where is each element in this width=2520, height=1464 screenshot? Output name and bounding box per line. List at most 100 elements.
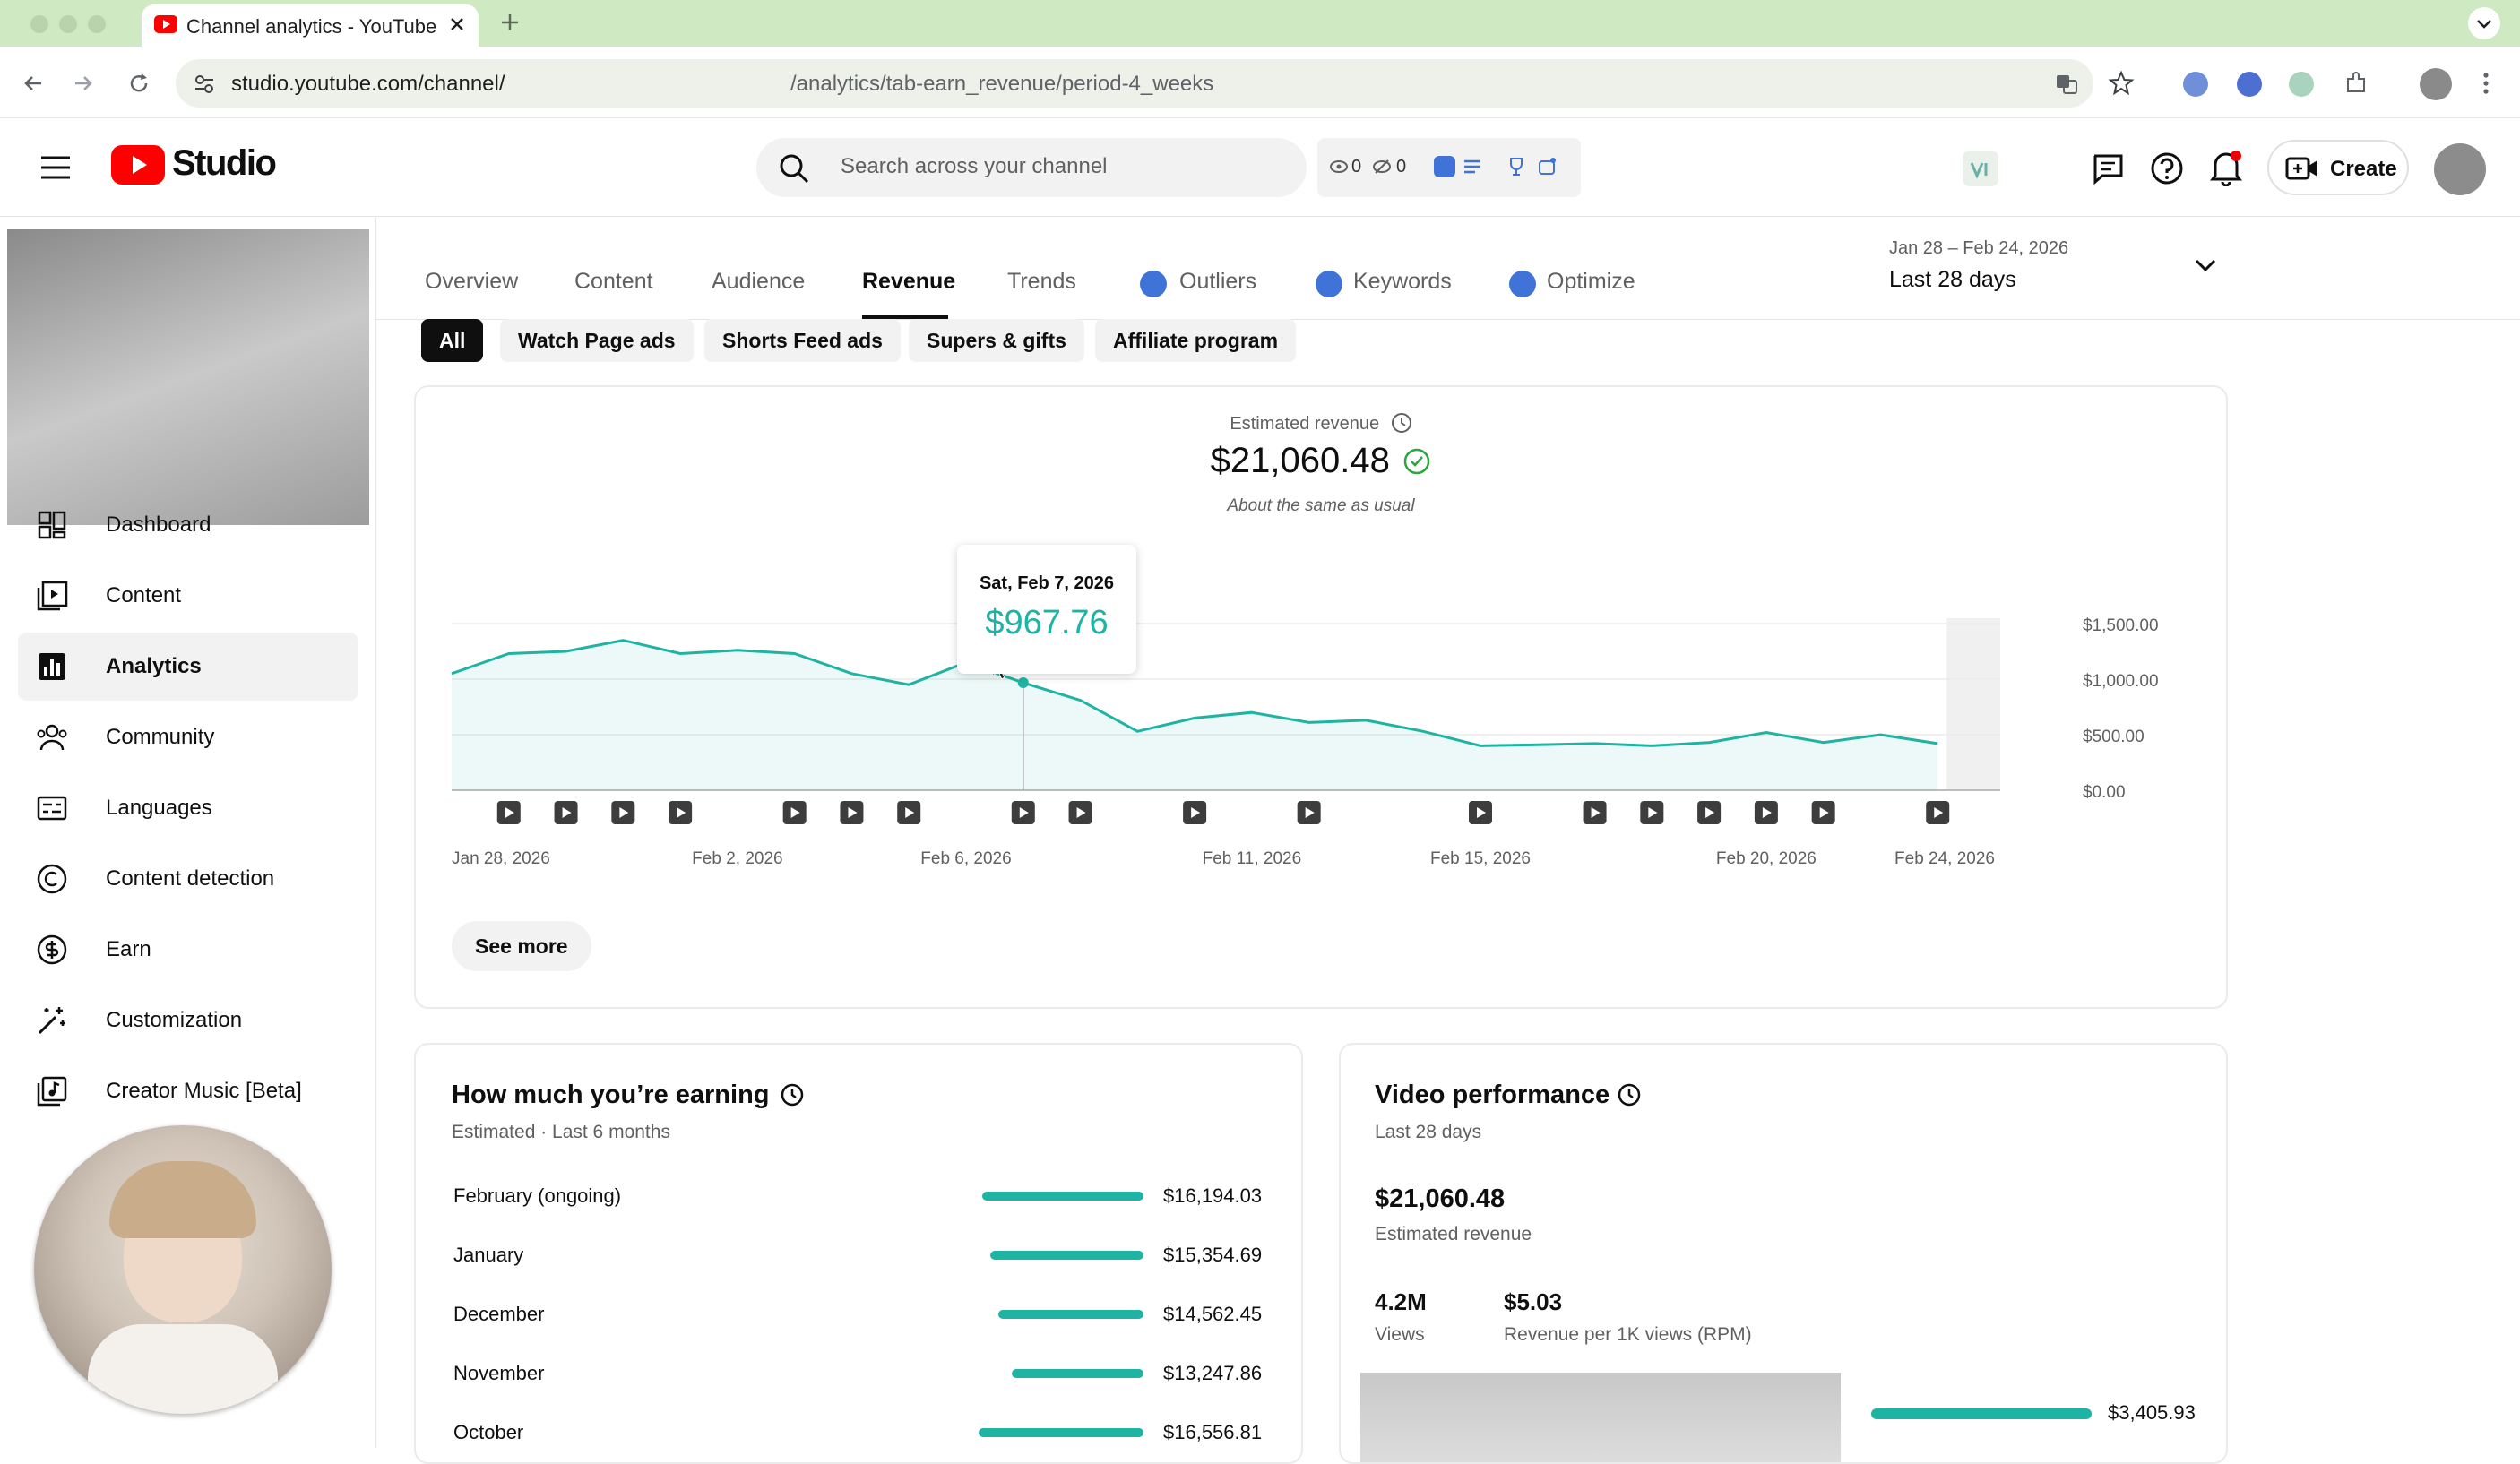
vidiq-tab-icon <box>1140 271 1167 297</box>
bookmark-star-icon[interactable] <box>2108 70 2135 97</box>
password-manager-icon[interactable] <box>2237 72 2262 97</box>
window-close-button[interactable] <box>30 15 48 33</box>
account-avatar[interactable] <box>2434 143 2486 195</box>
video-marker-icon[interactable] <box>496 801 521 824</box>
tab-revenue[interactable]: Revenue <box>862 269 956 294</box>
revenue-chart[interactable]: $1,500.00 $1,000.00 $500.00 $0.00 Jan 28, 20… <box>416 387 2226 1007</box>
browser-tab[interactable]: Channel analytics - YouTube Studio <box>142 4 479 47</box>
tab-keywords[interactable]: Keywords <box>1353 269 1452 294</box>
search-icon[interactable] <box>778 152 810 185</box>
notifications-bell-icon[interactable] <box>2208 149 2244 186</box>
extensions-puzzle-icon[interactable] <box>2343 70 2369 97</box>
video-marker-icon[interactable] <box>1640 801 1664 824</box>
back-arrow-icon[interactable] <box>20 70 47 97</box>
x-tick-label: Feb 6, 2026 <box>920 849 1011 868</box>
incomplete-data-region <box>1946 618 2000 790</box>
tab-close-icon[interactable] <box>446 13 468 35</box>
date-range-picker[interactable]: Jan 28 – Feb 24, 2026 Last 28 days <box>1886 238 2244 303</box>
clock-icon[interactable] <box>1391 412 1412 434</box>
tab-outliers[interactable]: Outliers <box>1179 269 1257 294</box>
site-info-icon[interactable] <box>192 72 217 97</box>
sidebar-item-dashboard[interactable]: Dashboard <box>18 491 358 559</box>
url-suffix: /analytics/tab-earn_revenue/period-4_wee… <box>790 72 1214 96</box>
help-icon[interactable] <box>2149 151 2185 186</box>
extension-icon[interactable] <box>2183 72 2208 97</box>
sidebar-item-languages[interactable]: Languages <box>18 774 358 842</box>
sidebar-item-label: Analytics <box>106 654 202 678</box>
chip-shorts-feed-ads[interactable]: Shorts Feed ads <box>704 319 901 362</box>
video-marker-icon[interactable] <box>1011 801 1035 824</box>
sidebar-item-creator-music-beta[interactable]: Creator Music [Beta] <box>18 1057 358 1125</box>
window-zoom-button[interactable] <box>88 15 106 33</box>
video-marker-icon[interactable] <box>1583 801 1607 824</box>
eye-off-icon <box>1373 158 1391 176</box>
tab-trends[interactable]: Trends <box>1007 269 1076 294</box>
video-marker-icon[interactable] <box>1469 801 1492 824</box>
video-marker-icon[interactable] <box>1697 801 1722 824</box>
vidiq-badge-icon[interactable] <box>1963 151 1998 186</box>
video-marker-icon[interactable] <box>782 801 807 824</box>
tab-search-icon[interactable] <box>2468 7 2500 39</box>
create-button[interactable]: Create <box>2267 140 2409 195</box>
x-tick-label: Feb 24, 2026 <box>1894 849 1995 868</box>
video-marker-icon[interactable] <box>1183 801 1207 824</box>
channel-thumbnail[interactable] <box>7 229 369 525</box>
chart-tooltip: Sat, Feb 7, 2026 $967.76 <box>957 545 1136 674</box>
active-tab-indicator <box>862 315 948 319</box>
tab-audience[interactable]: Audience <box>712 269 806 294</box>
video-camera-plus-icon <box>2285 156 2319 181</box>
sidebar-item-content[interactable]: Content <box>18 562 358 630</box>
refresh-sparkle-icon[interactable] <box>1536 156 1558 177</box>
video-marker-icon[interactable] <box>840 801 864 824</box>
video-marker-icon[interactable] <box>669 801 693 824</box>
video-marker-icon[interactable] <box>1811 801 1835 824</box>
translate-icon[interactable] <box>2054 72 2079 97</box>
sidebar-item-label: Languages <box>106 796 212 820</box>
video-marker-icon[interactable] <box>611 801 635 824</box>
chip-affiliate-program[interactable]: Affiliate program <box>1095 319 1297 362</box>
sidebar-item-earn[interactable]: Earn <box>18 916 358 984</box>
video-marker-icon[interactable] <box>1754 801 1778 824</box>
tab-content[interactable]: Content <box>574 269 653 294</box>
sidebar-item-content-detection[interactable]: Content detection <box>18 845 358 913</box>
video-marker-icon[interactable] <box>1297 801 1321 824</box>
chip-all[interactable]: All <box>421 319 484 362</box>
video-marker-icon[interactable] <box>1068 801 1092 824</box>
window-minimize-button[interactable] <box>59 15 77 33</box>
messages-icon[interactable] <box>2090 151 2126 186</box>
trophy-icon[interactable] <box>1506 156 1527 177</box>
list-icon[interactable] <box>1463 158 1482 176</box>
video-thumbnail[interactable] <box>1360 1373 1841 1462</box>
browser-menu-icon[interactable] <box>2479 70 2493 97</box>
see-more-button[interactable]: See more <box>452 921 591 971</box>
eye-icon <box>1330 158 1348 176</box>
metric-value: $21,060.48 <box>1210 441 1390 480</box>
tab-optimize[interactable]: Optimize <box>1547 269 1635 294</box>
new-tab-icon[interactable] <box>498 11 522 34</box>
hamburger-menu-icon[interactable] <box>39 154 73 181</box>
video-marker-icon[interactable] <box>1926 801 1950 824</box>
address-bar[interactable]: studio.youtube.com/channel/ /analytics/t… <box>176 59 2093 108</box>
tab-overview[interactable]: Overview <box>425 269 519 294</box>
clock-icon[interactable] <box>780 1082 805 1107</box>
clock-icon[interactable] <box>1617 1082 1642 1107</box>
extension-icon[interactable] <box>2289 72 2314 97</box>
date-range-label: Last 28 days <box>1889 267 2016 292</box>
studio-logo-text[interactable]: Studio <box>172 143 277 183</box>
search-input[interactable] <box>841 154 1271 179</box>
dashboard-icon <box>36 509 68 541</box>
search-bar[interactable] <box>756 138 1307 197</box>
chip-watch-page-ads[interactable]: Watch Page ads <box>500 319 694 362</box>
sidebar-item-community[interactable]: Community <box>18 703 358 771</box>
music-icon <box>36 1075 68 1107</box>
vidiq-icon[interactable] <box>1434 156 1455 177</box>
video-marker-icon[interactable] <box>554 801 578 824</box>
profile-avatar[interactable] <box>2420 68 2452 100</box>
chip-supers-gifts[interactable]: Supers & gifts <box>909 319 1084 362</box>
sidebar-item-analytics[interactable]: Analytics <box>18 633 358 701</box>
reload-icon[interactable] <box>125 70 152 97</box>
youtube-logo-icon[interactable] <box>111 145 165 185</box>
forward-arrow-icon[interactable] <box>70 70 97 97</box>
video-marker-icon[interactable] <box>897 801 921 824</box>
sidebar-item-customization[interactable]: Customization <box>18 986 358 1055</box>
